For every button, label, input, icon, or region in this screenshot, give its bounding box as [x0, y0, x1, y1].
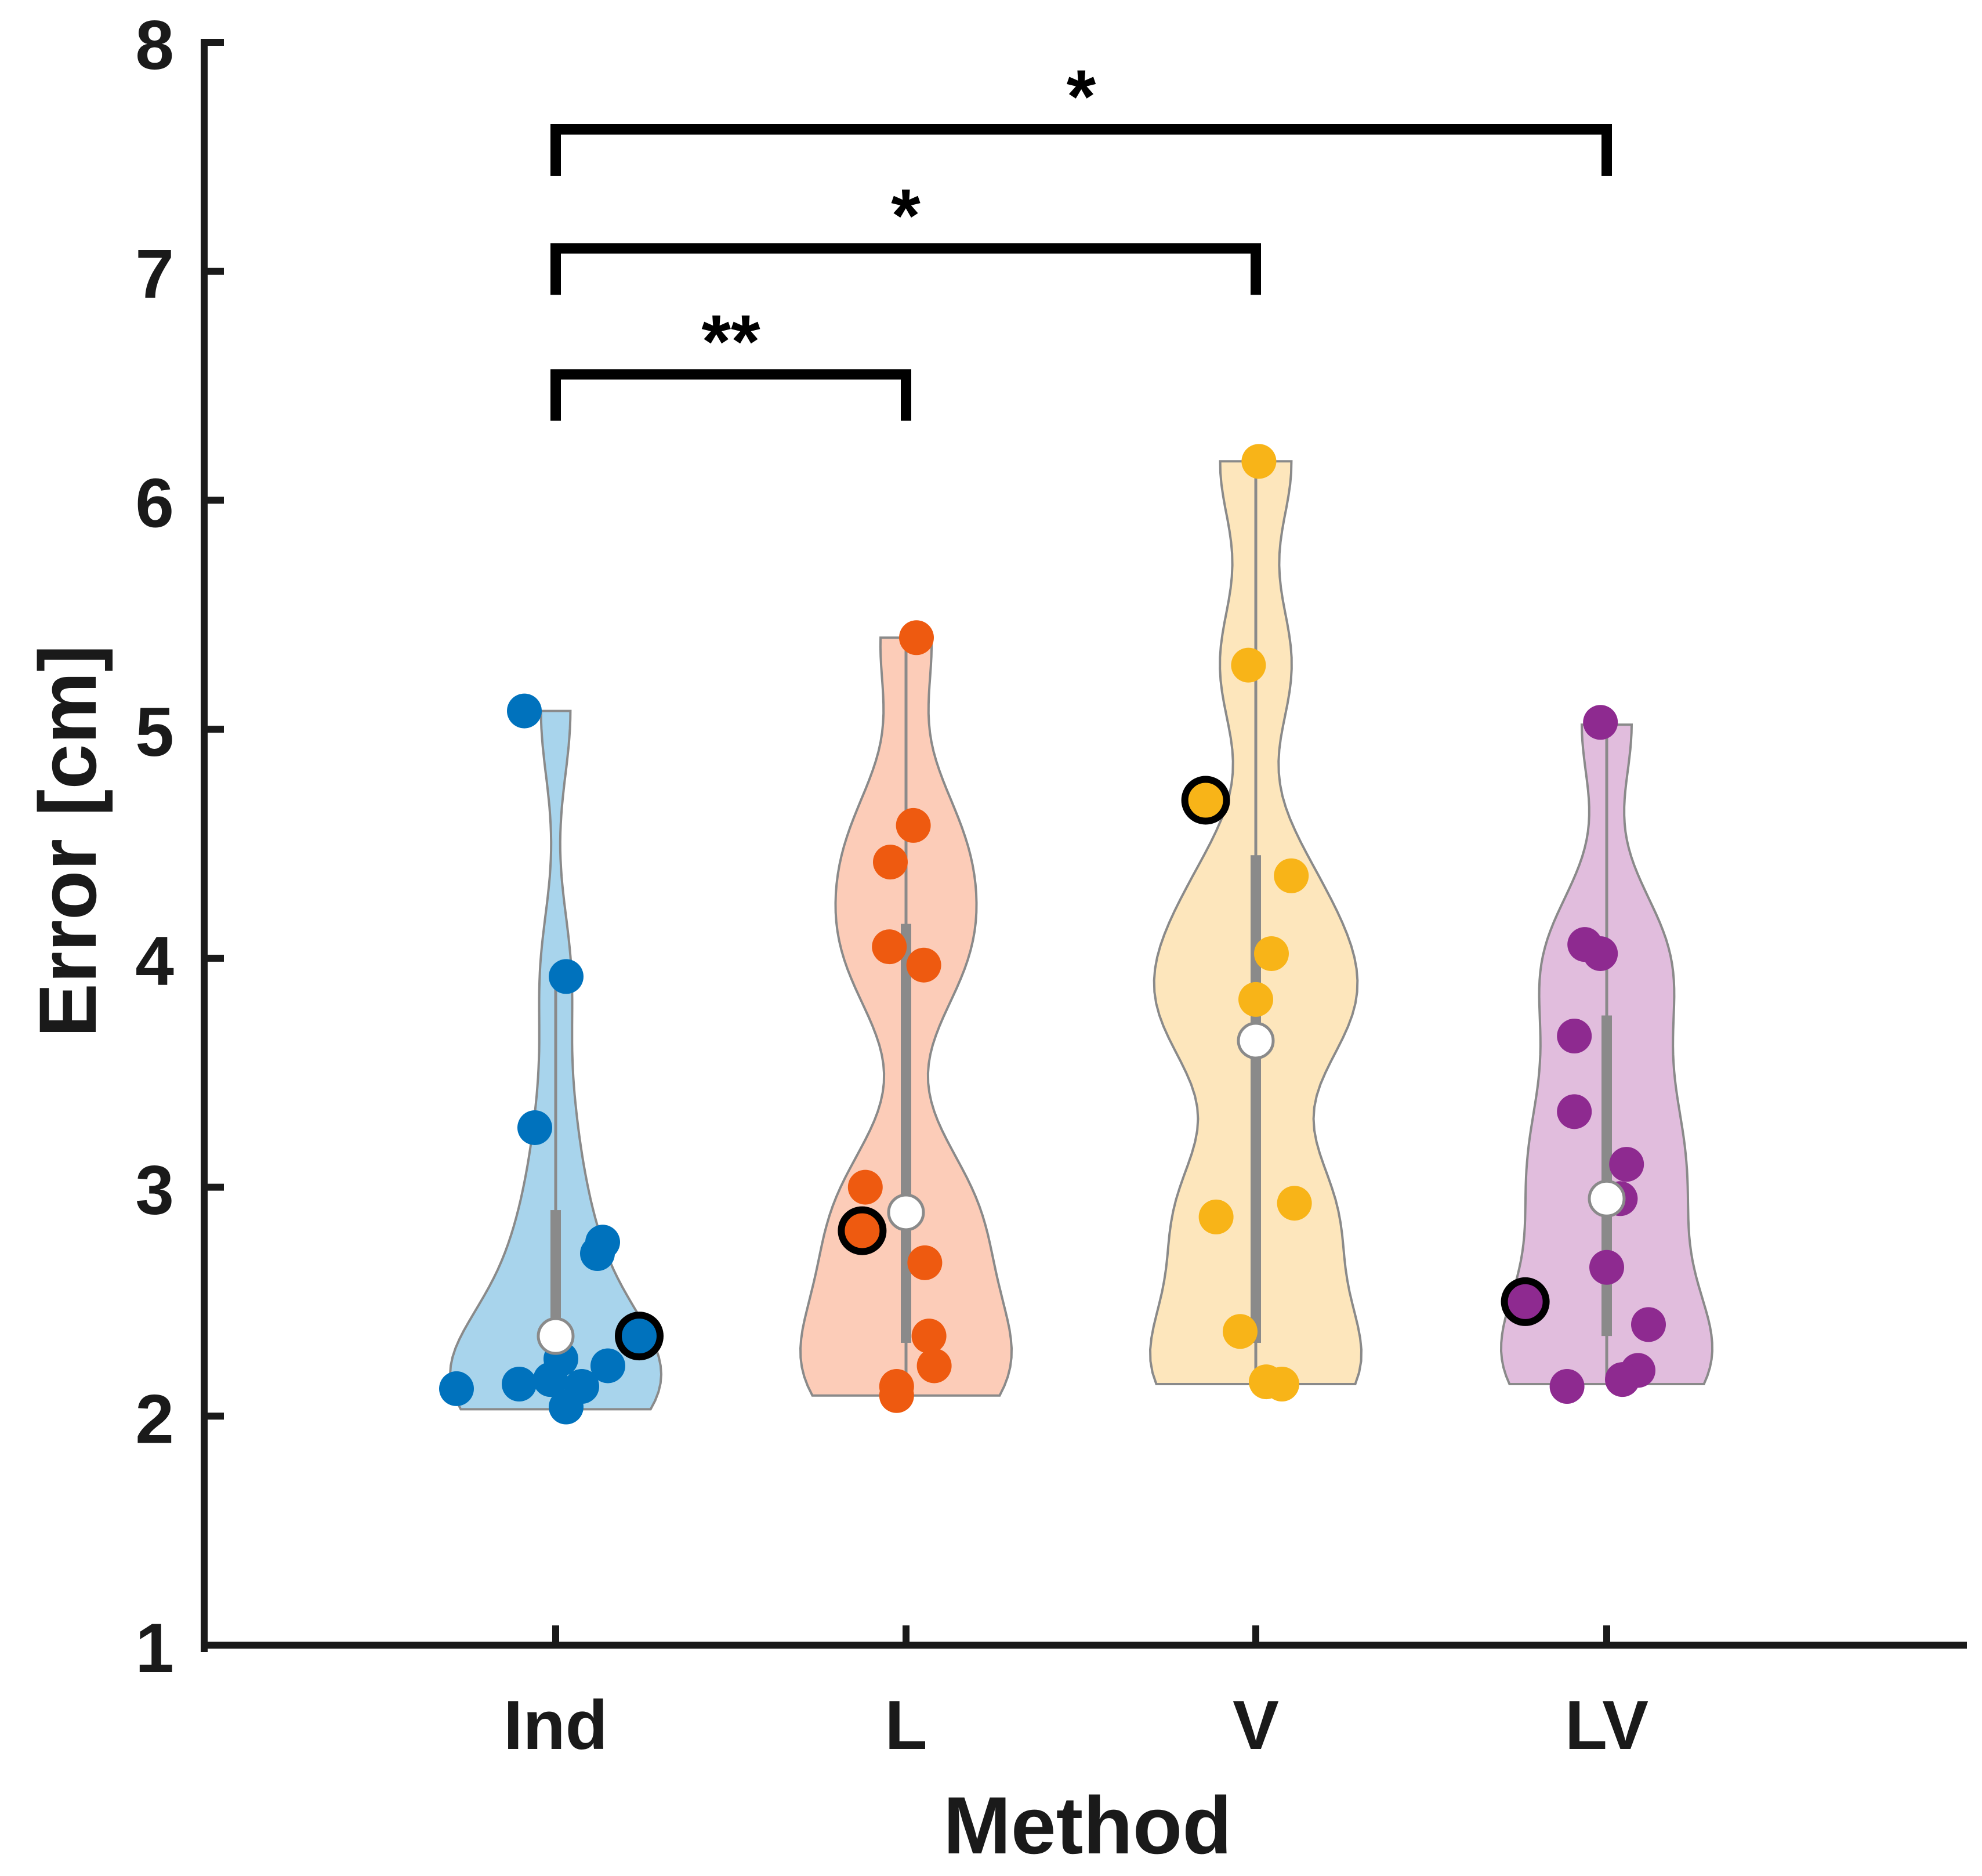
data-point-lv	[1557, 1019, 1592, 1054]
label-layer: Method Error [cm]	[22, 645, 1232, 1871]
data-point-l	[907, 1245, 943, 1280]
points-layer	[439, 444, 1666, 1425]
data-point-l	[873, 845, 908, 880]
data-point-v	[1264, 1367, 1299, 1402]
data-point-l	[872, 929, 907, 965]
y-tick-label: 1	[135, 1609, 174, 1687]
highlight-point-lv	[1501, 1277, 1550, 1326]
data-point-v	[1231, 647, 1266, 683]
data-point-l	[911, 1319, 947, 1354]
iqr-box-l	[901, 923, 911, 1343]
data-point-v	[1238, 982, 1273, 1017]
iqr-box-lv	[1601, 1015, 1612, 1337]
y-tick-label: 5	[135, 693, 174, 771]
y-tick-label: 6	[135, 464, 174, 542]
violin-layer	[448, 460, 1714, 1411]
y-tick-label: 4	[135, 922, 174, 1000]
data-point-lv	[1631, 1307, 1666, 1342]
data-point-ind	[549, 959, 584, 994]
data-point-ind	[517, 1110, 552, 1145]
data-point-ind	[590, 1348, 625, 1384]
data-point-ind	[580, 1236, 615, 1272]
highlight-point-l	[838, 1206, 887, 1255]
data-point-ind	[533, 1362, 568, 1397]
data-point-v	[1274, 858, 1309, 893]
significance-bracket	[550, 243, 1261, 295]
data-point-v	[1198, 1199, 1234, 1234]
iqr-box-v	[1251, 855, 1261, 1343]
highlight-point-ind	[615, 1312, 664, 1361]
significance-bracket	[550, 124, 1612, 176]
x-tick-label: L	[885, 1686, 927, 1764]
data-point-ind	[507, 693, 542, 729]
data-point-l	[896, 807, 931, 843]
y-tick-label: 7	[135, 236, 174, 313]
y-tick-label: 3	[135, 1151, 174, 1229]
significance-label: **	[701, 299, 760, 383]
x-tick-label: Ind	[503, 1686, 608, 1764]
data-point-lv	[1549, 1368, 1585, 1404]
highlight-point-v	[1181, 776, 1230, 825]
data-point-lv	[1583, 936, 1618, 971]
data-point-ind	[549, 1389, 584, 1425]
data-point-lv	[1557, 1094, 1592, 1129]
significance-bracket	[550, 369, 911, 421]
box-layer	[550, 461, 1612, 1410]
data-point-v	[1223, 1314, 1258, 1349]
median-v	[1237, 1022, 1275, 1060]
data-point-lv	[1589, 1250, 1624, 1285]
data-point-lv	[1583, 705, 1618, 740]
x-tick-label: V	[1233, 1686, 1279, 1764]
data-point-l	[879, 1378, 914, 1413]
y-tick-label: 2	[135, 1380, 174, 1458]
data-point-ind	[439, 1371, 474, 1406]
significance-label: *	[891, 173, 921, 258]
x-axis-label: Method	[943, 1780, 1232, 1871]
data-point-v	[1241, 444, 1277, 479]
data-point-l	[899, 620, 934, 655]
significance-layer: ****	[550, 54, 1612, 421]
data-point-l	[847, 1169, 883, 1205]
data-point-v	[1254, 936, 1289, 971]
data-point-l	[906, 947, 941, 983]
x-tick-label: LV	[1565, 1686, 1648, 1764]
data-point-ind	[502, 1367, 537, 1402]
significance-label: *	[1067, 54, 1096, 139]
data-point-lv	[1609, 1147, 1644, 1182]
y-tick-label: 8	[135, 6, 174, 84]
data-point-l	[916, 1348, 952, 1384]
median-l	[887, 1193, 925, 1232]
data-point-v	[1277, 1186, 1312, 1221]
median-ind	[537, 1317, 575, 1355]
median-lv	[1588, 1179, 1626, 1218]
data-point-lv	[1605, 1362, 1640, 1397]
y-axis-label: Error [cm]	[22, 645, 113, 1038]
